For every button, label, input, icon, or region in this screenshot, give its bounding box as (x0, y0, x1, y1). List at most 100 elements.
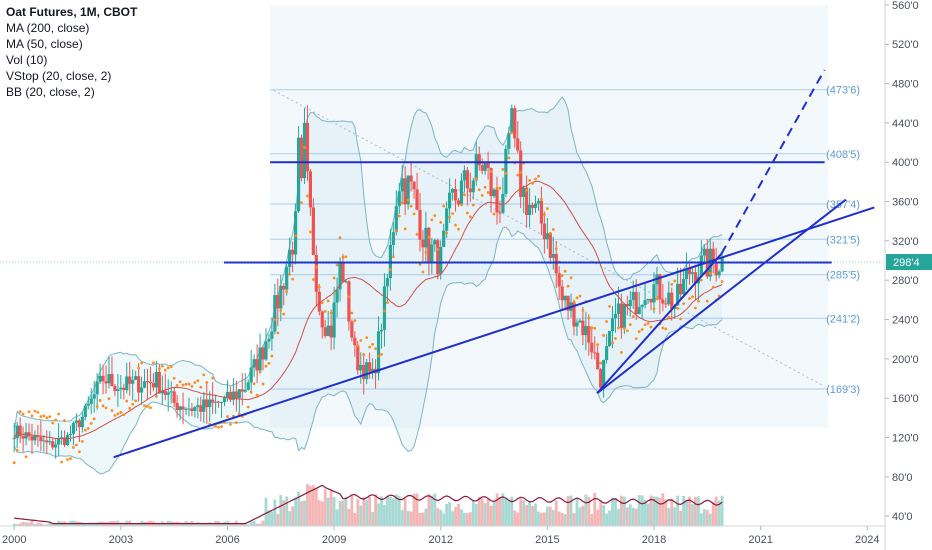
price-scale-background (885, 0, 932, 550)
vstop-dot (69, 457, 72, 460)
chart-legend: Oat Futures, 1M, CBOT MA (200, close) MA… (6, 4, 137, 100)
vstop-dot (572, 300, 576, 304)
vstop-dot (563, 269, 567, 273)
vstop-dot (89, 421, 93, 425)
volume-bar (498, 497, 502, 526)
vstop-dot (57, 412, 61, 416)
candle-body (347, 281, 351, 322)
vstop-dot (468, 215, 472, 219)
vstop-dot (270, 354, 274, 358)
candle-body (160, 390, 164, 394)
vstop-dot (359, 339, 363, 342)
candle-body (234, 391, 238, 399)
candle-body (314, 254, 318, 292)
candle-body (640, 304, 644, 308)
vstop-dot (101, 404, 105, 408)
volume-bar (513, 510, 517, 526)
vstop-dot (234, 421, 238, 425)
vstop-dot (314, 265, 318, 269)
candle-body (436, 240, 440, 275)
volume-bar (131, 523, 135, 526)
vstop-dot (214, 424, 218, 428)
volume-bar (465, 513, 469, 526)
volume-bar (537, 511, 540, 526)
vstop-dot (705, 299, 709, 303)
vstop-dot (424, 251, 428, 254)
volume-bar (504, 498, 508, 526)
candle-body (637, 307, 641, 315)
vstop-dot (619, 351, 623, 354)
candle-body (329, 325, 333, 338)
candle-body (690, 272, 695, 274)
vstop-dot (495, 186, 499, 190)
candle-body (184, 408, 188, 410)
vstop-dot (386, 301, 389, 305)
candle-body (513, 108, 517, 139)
fib-level-label: (473'6) (826, 85, 860, 97)
candle-body (145, 381, 150, 383)
candle-body (602, 360, 606, 388)
candle-body (492, 189, 496, 197)
vstop-dot (63, 419, 66, 422)
volume-bar (614, 497, 617, 526)
vstop-dot (317, 285, 321, 289)
volume-bar (383, 505, 386, 526)
vstop-dot (125, 399, 129, 403)
legend-bb[interactable]: BB (20, close, 2) (6, 85, 95, 99)
candle-body (216, 401, 221, 403)
candle-body (279, 285, 283, 309)
volume-bar (566, 496, 570, 526)
time-tick-label: 2012 (428, 534, 452, 546)
volume-bar (48, 522, 52, 526)
vstop-dot (480, 194, 484, 197)
vstop-dot (397, 214, 401, 218)
legend-ma200[interactable]: MA (200, close) (6, 21, 90, 35)
vstop-dot (457, 227, 460, 231)
volume-bar (30, 520, 34, 526)
volume-bar (474, 504, 478, 526)
candle-body (110, 374, 114, 386)
volume-bar (92, 522, 96, 526)
legend-vstop[interactable]: VStop (20, close, 2) (6, 69, 112, 83)
volume-bar (590, 513, 594, 526)
volume-bar (33, 524, 37, 526)
vstop-dot (190, 385, 194, 388)
vstop-dot (465, 211, 469, 215)
candle-body (560, 286, 564, 301)
volume-bar (593, 492, 597, 526)
candle-body (489, 167, 493, 197)
candle-body (291, 249, 295, 255)
candle-body (107, 374, 111, 384)
candle-body (249, 367, 253, 383)
volume-bar (291, 506, 295, 526)
vstop-dot (131, 402, 135, 406)
volume-bar (667, 508, 671, 526)
candle-body (338, 262, 342, 290)
bollinger-bands-layer (13, 96, 723, 475)
projection-trendline (720, 69, 826, 255)
volume-bar (702, 509, 706, 526)
current-price-tag (886, 254, 932, 271)
vstop-dot (311, 278, 315, 281)
volume-bar (430, 495, 434, 526)
vstop-dot (451, 212, 454, 215)
vstop-dot (306, 194, 309, 198)
candle-body (643, 300, 647, 305)
vstop-dot (516, 173, 520, 177)
vstop-dot (510, 131, 514, 135)
vstop-dot (528, 178, 531, 182)
vstop-dot (421, 270, 425, 274)
legend-vol[interactable]: Vol (10) (6, 53, 48, 67)
vstop-dot (30, 414, 34, 418)
volume-bar (249, 521, 253, 526)
volume-bar (285, 496, 289, 526)
legend-ma50[interactable]: MA (50, close) (6, 37, 83, 51)
candle-body (299, 137, 304, 179)
time-tick-label: 2024 (855, 534, 879, 546)
volume-bar (507, 501, 511, 526)
candle-body (21, 436, 25, 439)
volume-bar (341, 500, 345, 526)
vstop-dot (566, 284, 570, 288)
vstop-dot (640, 328, 644, 331)
